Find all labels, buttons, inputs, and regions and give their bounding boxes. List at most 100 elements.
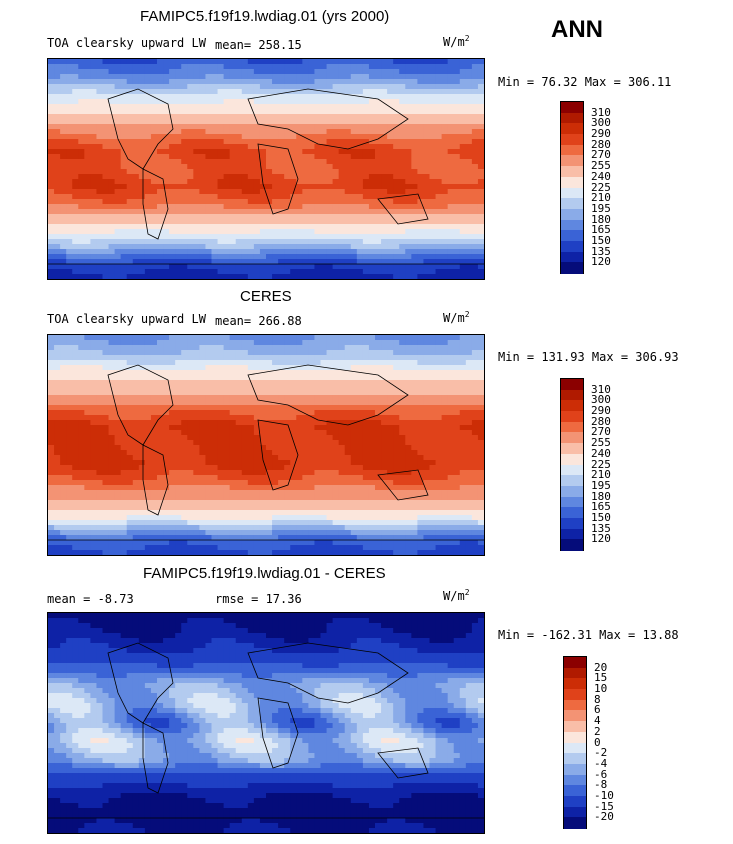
heatmap-cell [205,79,213,85]
heatmap-cell [405,159,412,165]
heatmap-cell [356,365,364,371]
heatmap-cell [387,410,394,416]
heatmap-cell [66,385,73,391]
heatmap-cell [356,79,364,85]
heatmap-cell [253,425,261,431]
heatmap-cell [296,74,303,80]
heatmap-cell [259,99,267,105]
heatmap-cell [54,269,61,275]
heatmap-cell [338,219,346,225]
heatmap-cell [308,59,316,65]
heatmap-cell [54,390,61,396]
heatmap-cell [459,169,467,175]
heatmap-cell [284,335,291,341]
heatmap-cell [368,74,376,80]
heatmap-cell [54,109,61,115]
heatmap-cell [417,99,425,105]
heatmap-cell [120,234,128,240]
heatmap-cell [393,390,400,396]
heatmap-cell [78,149,85,155]
heatmap-cell [399,59,406,65]
heatmap-cell [314,229,322,235]
heatmap-cell [241,119,249,125]
heatmap-cell [253,74,261,80]
heatmap-cell [150,164,158,170]
heatmap-cell [423,350,431,356]
heatmap-cell [114,410,122,416]
heatmap-cell [477,400,484,406]
heatmap-cell [272,425,279,431]
heatmap-cell [90,425,98,431]
heatmap-cell [411,370,418,376]
heatmap-cell [241,435,249,441]
heatmap-cell [477,154,484,160]
heatmap-cell [48,164,55,170]
heatmap-cell [181,129,188,135]
heatmap-cell [229,420,237,426]
heatmap-cell [278,365,285,371]
heatmap-cell [54,89,61,95]
heatmap-cell [90,345,98,351]
heatmap-cell [205,375,213,381]
heatmap-cell [423,410,431,416]
heatmap-cell [138,410,146,416]
heatmap-cell [108,164,116,170]
heatmap-cell [368,264,376,270]
heatmap-cell [387,154,394,160]
heatmap-cell [423,209,431,215]
heatmap-cell [253,390,261,396]
heatmap-cell [393,209,400,215]
heatmap-cell [465,134,473,140]
heatmap-cell [108,229,116,235]
heatmap-cell [435,335,443,341]
heatmap-cell [217,189,225,195]
heatmap-cell [48,430,55,436]
heatmap-cell [175,79,182,85]
heatmap-cell [453,239,461,245]
heatmap-cell [356,395,364,401]
heatmap-cell [387,445,394,451]
heatmap-cell [72,79,79,85]
heatmap-cell [368,209,376,215]
panel2-heatmap [48,335,484,555]
heatmap-cell [175,455,182,461]
heatmap-cell [193,179,200,185]
heatmap-cell [48,199,55,205]
heatmap-cell [205,385,213,391]
heatmap-cell [284,345,291,351]
heatmap-cell [435,390,443,396]
heatmap-cell [102,149,110,155]
heatmap-cell [150,395,158,401]
heatmap-cell [375,149,382,155]
heatmap-cell [235,199,243,205]
heatmap-cell [120,455,128,461]
heatmap-cell [308,229,316,235]
heatmap-cell [253,204,261,210]
heatmap-cell [405,224,412,230]
heatmap-cell [272,234,279,240]
heatmap-cell [459,89,467,95]
heatmap-cell [266,179,273,185]
heatmap-cell [90,440,98,446]
heatmap-cell [60,435,67,441]
heatmap-cell [217,139,225,145]
heatmap-cell [144,164,152,170]
heatmap-cell [278,94,285,100]
heatmap-cell [429,244,437,250]
heatmap-cell [387,94,394,100]
heatmap-cell [350,74,358,80]
heatmap-cell [187,69,194,75]
heatmap-cell [241,109,249,115]
heatmap-cell [417,340,425,346]
heatmap-cell [169,224,176,230]
heatmap-cell [332,410,340,416]
heatmap-cell [126,94,134,100]
heatmap-cell [90,94,98,100]
heatmap-cell [157,79,164,85]
heatmap-cell [60,450,67,456]
heatmap-cell [362,179,370,185]
heatmap-cell [90,365,98,371]
heatmap-cell [102,445,110,451]
heatmap-cell [84,415,91,421]
heatmap-cell [181,159,188,165]
